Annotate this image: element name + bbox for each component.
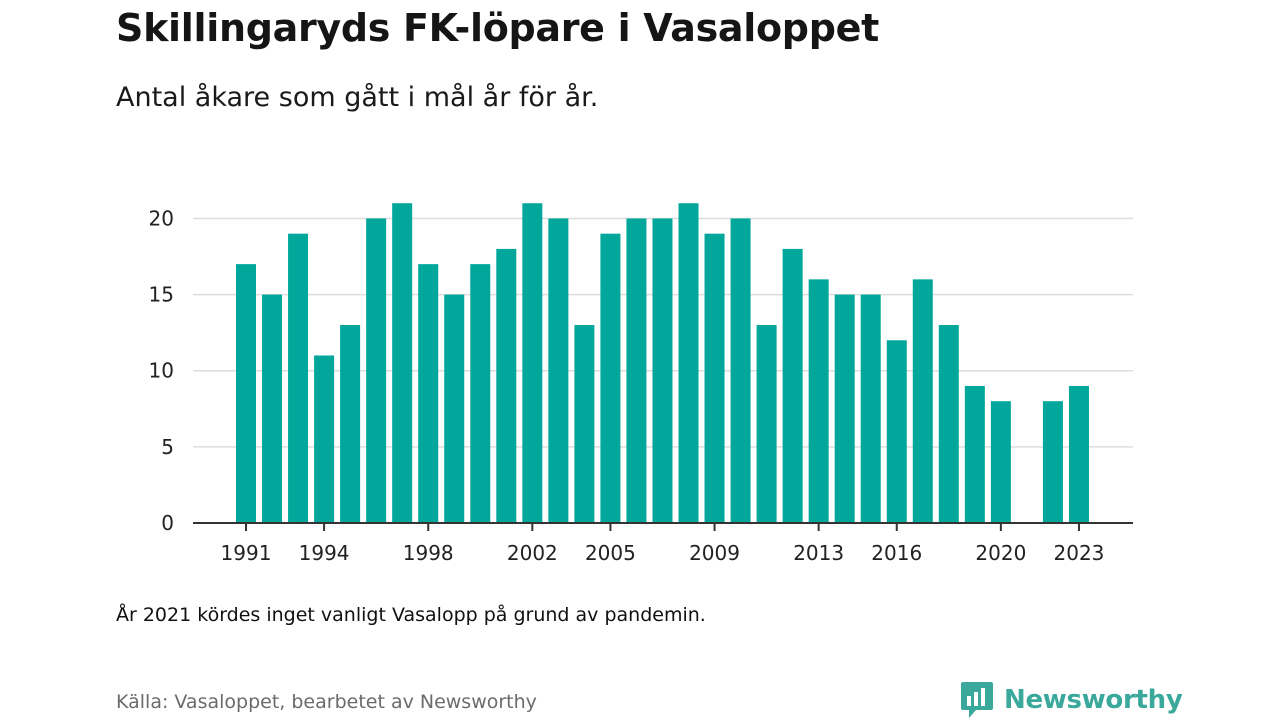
x-tick-labels: 1991 1994 1998 2002 2005 2009 2013 2016 2020 2023 [221, 541, 1105, 565]
bar-2023 [1068, 385, 1089, 523]
bar-2013 [808, 279, 829, 523]
x-tick-label: 1994 [299, 541, 350, 565]
bar-2005 [600, 233, 621, 523]
x-axis [193, 522, 1133, 531]
bar-2001 [496, 248, 517, 523]
bar-1993 [288, 233, 309, 523]
y-tick-label: 5 [161, 435, 174, 459]
source-credit: Källa: Vasaloppet, bearbetet av Newswort… [116, 691, 537, 713]
bar-2012 [782, 248, 803, 523]
bar-2002 [522, 203, 543, 523]
bar-1991 [236, 264, 256, 523]
y-tick-label: 10 [149, 359, 174, 383]
bar-2006 [626, 218, 647, 524]
bar-2018 [938, 325, 959, 523]
y-tick-label: 20 [149, 206, 174, 230]
x-tick-label: 2002 [507, 541, 558, 565]
bar-2007 [652, 218, 673, 524]
bar-2004 [574, 325, 595, 523]
bar-2020 [990, 401, 1011, 523]
bar-2016 [886, 340, 907, 523]
bar-2009 [704, 233, 725, 523]
bar-1994 [314, 355, 335, 523]
bar-2017 [912, 279, 933, 523]
bar-2008 [678, 203, 699, 523]
bar-2003 [548, 218, 569, 524]
x-tick-label: 2020 [975, 541, 1026, 565]
bar-2015 [860, 294, 881, 523]
x-tick-label: 1991 [221, 541, 272, 565]
bar-1998 [418, 264, 439, 523]
bar-2010 [730, 218, 751, 524]
x-tick-label: 1998 [403, 541, 454, 565]
bar-1996 [366, 218, 387, 524]
bar-1999 [444, 294, 465, 523]
x-tick-label: 2016 [871, 541, 922, 565]
x-tick-label: 2005 [585, 541, 636, 565]
bar-chart: 0 5 10 15 20 1991 1994 1998 2002 2005 2009 2013 201… [149, 203, 1133, 565]
y-tick-label: 15 [149, 283, 174, 307]
bar-2011 [756, 325, 777, 523]
newsworthy-brand: Newsworthy [960, 680, 1183, 720]
bar-2019 [964, 385, 985, 523]
x-tick-label: 2009 [689, 541, 740, 565]
brand-name: Newsworthy [1004, 685, 1183, 715]
bars [236, 203, 1089, 524]
bar-2000 [470, 264, 491, 523]
bar-1992 [262, 294, 283, 523]
bar-2014 [834, 294, 855, 523]
bar-1995 [340, 325, 361, 523]
bar-1997 [392, 203, 413, 523]
x-tick-label: 2013 [793, 541, 844, 565]
y-tick-label: 0 [161, 511, 174, 535]
y-tick-labels: 0 5 10 15 20 [149, 206, 174, 535]
x-tick-label: 2023 [1054, 541, 1105, 565]
chart-title: Skillingaryds FK-löpare i Vasaloppet [116, 6, 879, 50]
chart-note: År 2021 kördes inget vanligt Vasalopp på… [116, 604, 706, 626]
bar-2022 [1042, 401, 1063, 523]
bar-chart-speech-bubble-icon [961, 682, 993, 718]
chart-subtitle: Antal åkare som gått i mål år för år. [116, 82, 599, 113]
